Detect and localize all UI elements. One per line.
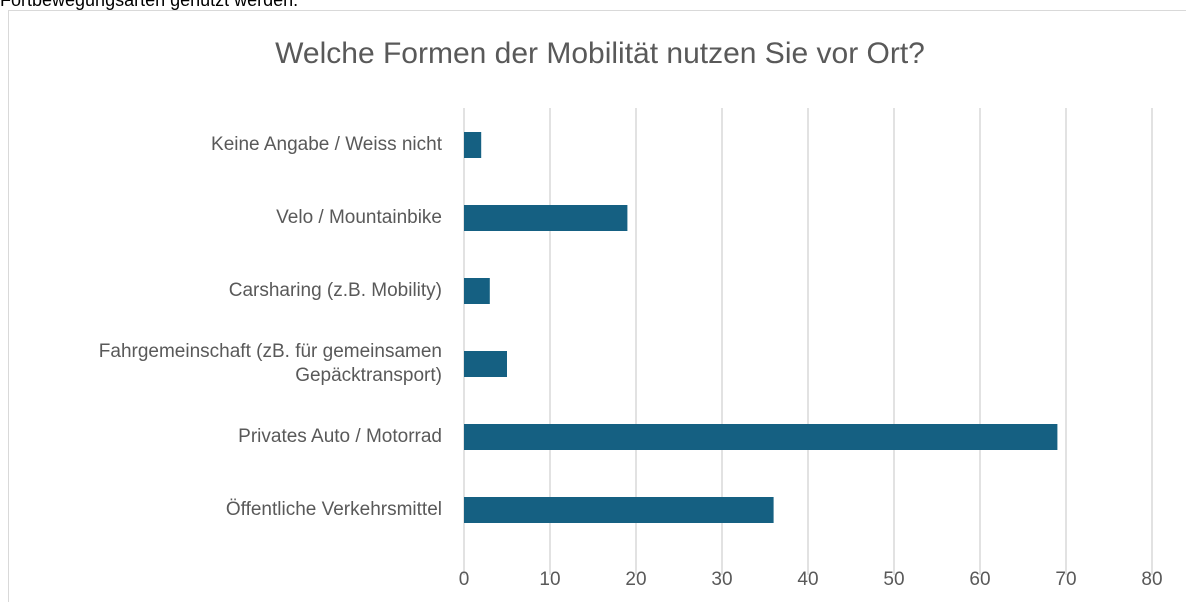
bar [464, 351, 507, 377]
chart-title: Welche Formen der Mobilität nutzen Sie v… [275, 37, 925, 70]
x-tick-label: 60 [969, 569, 990, 590]
x-tick-label: 20 [625, 569, 646, 590]
x-tick-label: 30 [711, 569, 732, 590]
y-tick-label: Carsharing (z.B. Mobility) [229, 280, 442, 301]
x-tick-label: 0 [459, 569, 470, 590]
x-tick-label: 80 [1141, 569, 1162, 590]
bar [464, 205, 628, 231]
x-tick-label: 50 [883, 569, 904, 590]
bar [464, 278, 490, 304]
body-text: Fortbewegungsarten genutzt werden. [0, 0, 298, 10]
x-tick-label: 40 [797, 569, 818, 590]
y-tick-label: Fahrgemeinschaft (zB. für gemeinsamen Gep… [99, 341, 442, 386]
y-tick-label: Keine Angabe / Weiss nicht [211, 134, 443, 155]
bar [464, 424, 1058, 450]
chart-frame [8, 10, 1186, 602]
y-tick-label: Privates Auto / Motorrad [238, 426, 442, 447]
y-tick-label: Velo / Mountainbike [276, 207, 442, 228]
x-tick-label: 70 [1055, 569, 1076, 590]
bar [464, 132, 482, 158]
y-tick-label: Öffentliche Verkehrsmittel [226, 499, 442, 520]
bar [464, 497, 774, 523]
x-tick-label: 10 [539, 569, 560, 590]
